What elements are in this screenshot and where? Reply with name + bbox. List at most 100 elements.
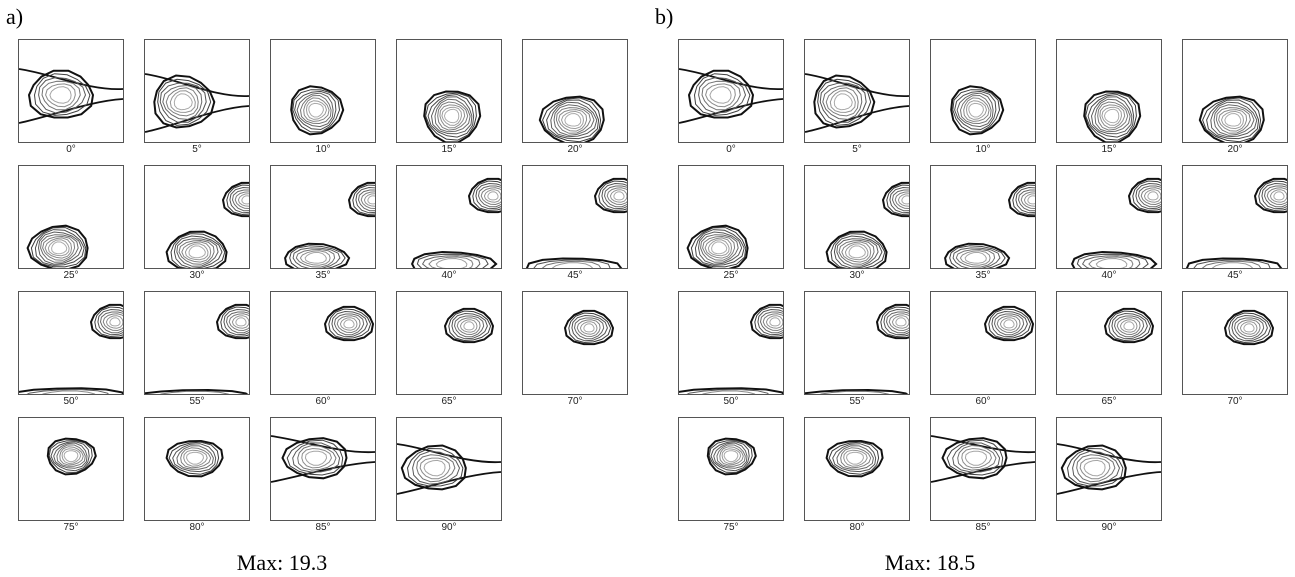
- contour-line: [704, 237, 733, 259]
- contour-line: [188, 245, 206, 259]
- contour-line: [895, 317, 907, 327]
- contour-plot-cell: 35°: [270, 165, 376, 282]
- contour-line: [1083, 90, 1142, 142]
- contour-line: [829, 90, 856, 113]
- contour-svg: [397, 443, 501, 495]
- contour-line: [1111, 312, 1148, 340]
- angle-label: 85°: [315, 522, 331, 533]
- angle-label: 55°: [849, 396, 865, 407]
- contour-line: [563, 309, 615, 346]
- contour-line: [965, 100, 988, 120]
- contour-line: [292, 247, 341, 268]
- contour-line: [993, 313, 1025, 336]
- contour-line: [1233, 317, 1265, 340]
- contour-line: [441, 106, 463, 126]
- contour-line: [1206, 99, 1260, 140]
- contour-svg: [1083, 90, 1142, 142]
- contour-line: [822, 84, 863, 120]
- contour-line: [1060, 444, 1127, 491]
- contour-plot: [678, 417, 784, 521]
- contour-line: [702, 235, 736, 261]
- contour-plot-cell: 60°: [270, 291, 376, 408]
- contour-line: [891, 315, 909, 329]
- angle-label: 15°: [1101, 144, 1117, 155]
- panel-a-max-label: Max: 19.3: [236, 550, 328, 575]
- contour-line: [719, 446, 744, 466]
- contour-line: [323, 305, 375, 342]
- contour-line: [705, 83, 736, 108]
- contour-line: [41, 80, 81, 111]
- contour-line: [749, 303, 783, 340]
- contour-plot-cell: 85°: [270, 417, 376, 534]
- contour-line: [542, 97, 602, 142]
- angle-label: 45°: [1227, 270, 1243, 281]
- angle-label: 25°: [63, 270, 79, 281]
- contour-line: [598, 180, 627, 212]
- contour-line: [165, 439, 224, 478]
- contour-line: [225, 311, 249, 334]
- contour-line: [303, 97, 330, 122]
- contour-line: [1220, 110, 1245, 130]
- contour-line: [1023, 193, 1035, 207]
- contour-line: [1269, 189, 1287, 203]
- contour-line: [1243, 323, 1255, 333]
- contour-plot: [930, 39, 1036, 143]
- contour-plot: [930, 291, 1036, 395]
- contour-line: [1072, 450, 1121, 485]
- contour-line: [42, 235, 76, 261]
- contour-plot-cell: 85°: [930, 417, 1036, 534]
- contour-line: [1132, 180, 1161, 212]
- contour-line: [178, 239, 215, 265]
- contour-plot-cell: 0°: [18, 39, 124, 156]
- contour-line: [241, 195, 249, 205]
- contour-svg: [46, 437, 97, 476]
- contour-line: [59, 446, 84, 466]
- contour-line: [609, 189, 627, 203]
- contour-svg: [410, 177, 501, 268]
- contour-line: [697, 231, 743, 265]
- contour-plot-cell: 40°: [396, 165, 502, 282]
- contour-svg: [679, 68, 783, 124]
- contour-line: [1135, 182, 1161, 210]
- contour-line: [1119, 319, 1138, 333]
- contour-plot-cell: 20°: [1182, 39, 1288, 156]
- contour-line: [952, 247, 1001, 268]
- contour-svg: [805, 303, 909, 394]
- contour-line: [153, 74, 216, 129]
- contour-plot-cell: 45°: [1182, 165, 1288, 282]
- contour-line: [1012, 184, 1035, 216]
- contour-svg: [443, 307, 495, 344]
- contour-svg: [679, 303, 783, 394]
- contour-plot: [1182, 165, 1288, 269]
- contour-line: [1224, 112, 1242, 127]
- contour-line: [34, 229, 85, 266]
- contour-line: [1079, 457, 1111, 480]
- contour-line: [805, 388, 909, 394]
- contour-line: [286, 439, 344, 476]
- contour-line: [573, 317, 605, 340]
- contour-line: [1081, 255, 1141, 268]
- contour-line: [1076, 454, 1116, 483]
- contour-line: [571, 314, 608, 342]
- contour-line: [41, 390, 96, 394]
- contour-line: [40, 234, 79, 263]
- contour-line: [459, 319, 478, 333]
- contour-line: [284, 242, 351, 268]
- contour-svg: [19, 68, 123, 124]
- contour-plot-cell: 30°: [804, 165, 910, 282]
- contour-line: [1147, 191, 1159, 201]
- contour-plot-cell: 60°: [930, 291, 1036, 408]
- contour-line: [50, 441, 90, 472]
- contour-line: [964, 450, 988, 466]
- contour-line: [173, 93, 193, 111]
- contour-line: [1123, 321, 1135, 331]
- contour-svg: [19, 303, 123, 394]
- contour-line: [453, 315, 485, 338]
- contour-line: [686, 388, 769, 394]
- contour-plot: [804, 417, 910, 521]
- contour-line: [1015, 186, 1035, 214]
- contour-line: [708, 440, 753, 474]
- contour-line: [833, 93, 853, 111]
- contour-svg: [145, 73, 249, 133]
- contour-line: [1213, 104, 1255, 136]
